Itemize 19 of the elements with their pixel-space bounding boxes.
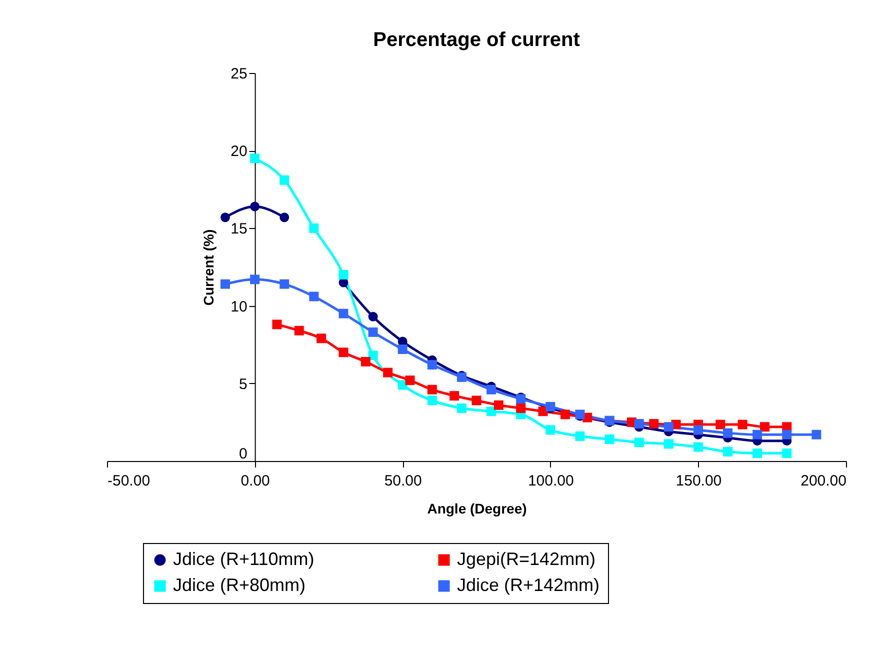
legend-label: Jdice (R+110mm) — [173, 549, 314, 569]
x-tick-label: 150.00 — [676, 472, 722, 490]
chart-title: Percentage of current — [373, 29, 580, 51]
x-tick-label: 50.00 — [384, 472, 422, 490]
y-tick-label: 25 — [230, 66, 248, 82]
x-axis-title: Angle (Degree) — [427, 500, 527, 516]
y-axis-title: Current (%) — [200, 229, 217, 306]
y-tick-label: 15 — [230, 220, 248, 238]
x-tick-label: 100.00 — [528, 472, 574, 490]
y-tick-label: 10 — [230, 298, 248, 316]
y-tick-label: 5 — [238, 376, 248, 393]
x-tick-label: -50.00 — [108, 472, 150, 490]
legend-label: Jgepi(R=142mm) — [457, 549, 596, 569]
x-tick-label: 200.00 — [800, 472, 846, 490]
legend-label: Jdice (R+80mm) — [173, 575, 306, 595]
x-tick-label: 0.00 — [240, 472, 270, 490]
legend-label: Jdice (R+142mm) — [457, 575, 600, 595]
y-tick-label: 0 — [238, 446, 248, 462]
y-tick-label: 20 — [230, 143, 248, 160]
